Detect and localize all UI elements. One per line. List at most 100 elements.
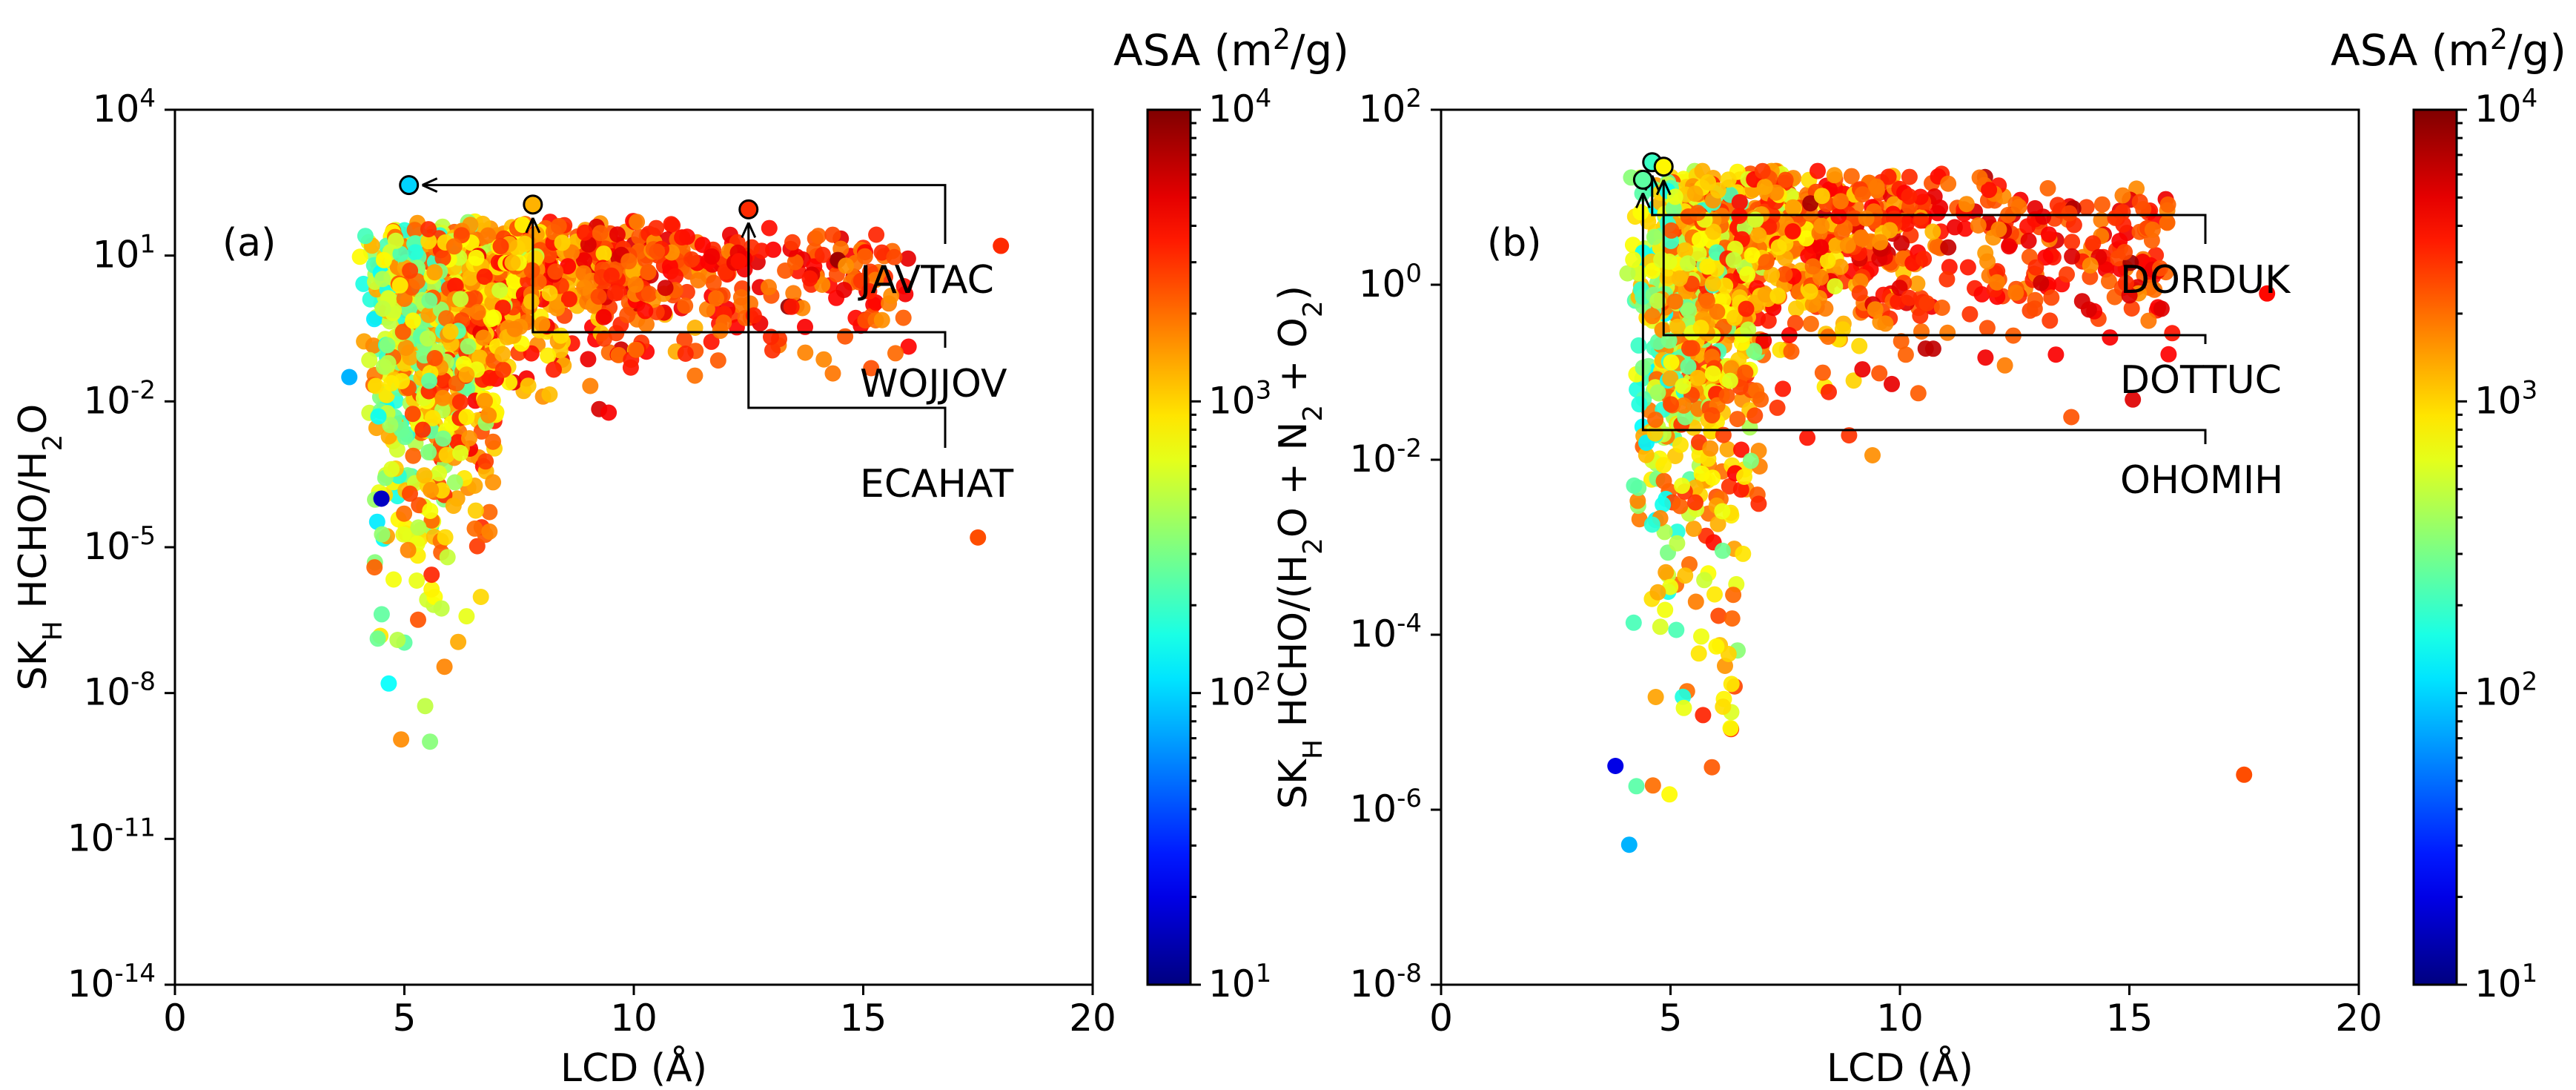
data-point: [1735, 545, 1752, 562]
annotation-leader: [532, 217, 947, 348]
data-point: [1674, 478, 1690, 495]
data-point: [477, 392, 493, 409]
data-point: [628, 341, 645, 358]
data-point: [1652, 618, 1669, 635]
data-point: [1784, 223, 1801, 240]
data-point: [1872, 234, 1889, 251]
data-point: [446, 238, 463, 255]
data-point: [1661, 332, 1678, 349]
data-point: [460, 338, 477, 355]
data-point: [2107, 209, 2124, 226]
data-point: [1897, 346, 1914, 363]
data-point: [1628, 778, 1645, 795]
data-point: [1671, 270, 1688, 287]
data-point: [677, 346, 694, 362]
data-point: [1783, 343, 1800, 360]
data-point: [426, 350, 443, 366]
data-point: [422, 733, 439, 750]
colorbar: [1148, 110, 1191, 985]
data-point: [1893, 333, 1910, 350]
data-point: [480, 227, 497, 244]
data-point: [408, 572, 426, 589]
data-point: [446, 474, 463, 491]
data-point: [1770, 239, 1787, 256]
data-point: [873, 311, 890, 328]
data-point: [1646, 228, 1663, 245]
data-point: [715, 314, 732, 331]
data-point: [2121, 287, 2138, 304]
data-point: [1864, 447, 1881, 463]
colorbar-tick-label: 102: [1208, 667, 1271, 714]
data-point: [1884, 375, 1900, 392]
data-point: [1752, 391, 1769, 408]
data-point: [683, 251, 700, 268]
data-point: [468, 249, 485, 266]
data-point: [1690, 645, 1707, 662]
data-point: [582, 377, 599, 394]
data-point: [640, 264, 657, 281]
x-axis-label: LCD (Å): [1827, 1045, 1973, 1090]
data-point: [1689, 205, 1706, 222]
data-point: [676, 331, 693, 349]
data-point: [1979, 320, 1996, 337]
data-point: [1764, 266, 1781, 283]
data-point: [416, 467, 433, 484]
data-point: [365, 337, 382, 354]
annotation-leader: [1662, 179, 2207, 344]
data-point: [1851, 337, 1868, 354]
data-point: [2027, 259, 2044, 276]
data-point: [485, 474, 502, 491]
data-point: [438, 446, 455, 463]
data-point: [1722, 719, 1739, 736]
annotation-label: WOJJOV: [860, 362, 1007, 406]
data-point: [838, 257, 855, 274]
annotation-label: JAVTAC: [858, 258, 994, 303]
data-point: [1938, 271, 1956, 288]
data-point: [1801, 283, 1818, 300]
data-point: [462, 269, 479, 286]
data-point: [1932, 199, 1949, 216]
data-point: [366, 559, 383, 576]
data-point: [1810, 162, 1826, 179]
highlighted-point: [738, 199, 759, 219]
data-point: [1620, 836, 1638, 853]
y-tick-label: 100: [1359, 259, 1422, 305]
data-point: [383, 374, 400, 392]
data-point: [2144, 221, 2161, 238]
data-point: [1681, 302, 1697, 319]
data-point: [2001, 238, 2018, 255]
data-point: [1958, 196, 1975, 213]
data-point: [1726, 309, 1743, 326]
data-point: [1705, 223, 1722, 240]
data-point: [1777, 171, 1794, 188]
data-point: [445, 498, 462, 515]
data-point: [1913, 323, 1930, 340]
data-point: [447, 277, 463, 294]
scatter-points: [1607, 162, 2276, 853]
data-point: [1680, 358, 1697, 375]
data-point: [1675, 397, 1692, 414]
data-point: [1813, 217, 1830, 234]
data-point: [1661, 786, 1678, 803]
data-point: [2159, 196, 2176, 213]
data-point: [541, 386, 558, 403]
data-point: [1739, 266, 1756, 283]
data-point: [1721, 372, 1738, 389]
data-point: [1854, 361, 1871, 378]
data-point: [1901, 168, 1918, 185]
data-point: [1996, 357, 2013, 374]
data-point: [596, 330, 612, 347]
colorbar-tick-label: 101: [1208, 959, 1271, 1005]
data-point: [620, 253, 638, 270]
data-point: [437, 529, 454, 546]
data-point: [1832, 193, 1850, 210]
data-point: [1852, 273, 1869, 290]
data-point: [610, 346, 627, 363]
data-point: [1738, 300, 1755, 317]
data-point: [1668, 621, 1685, 638]
data-point: [606, 285, 623, 302]
data-point: [475, 329, 492, 346]
data-point: [1804, 258, 1821, 275]
data-point: [472, 589, 489, 605]
data-point: [580, 351, 597, 368]
